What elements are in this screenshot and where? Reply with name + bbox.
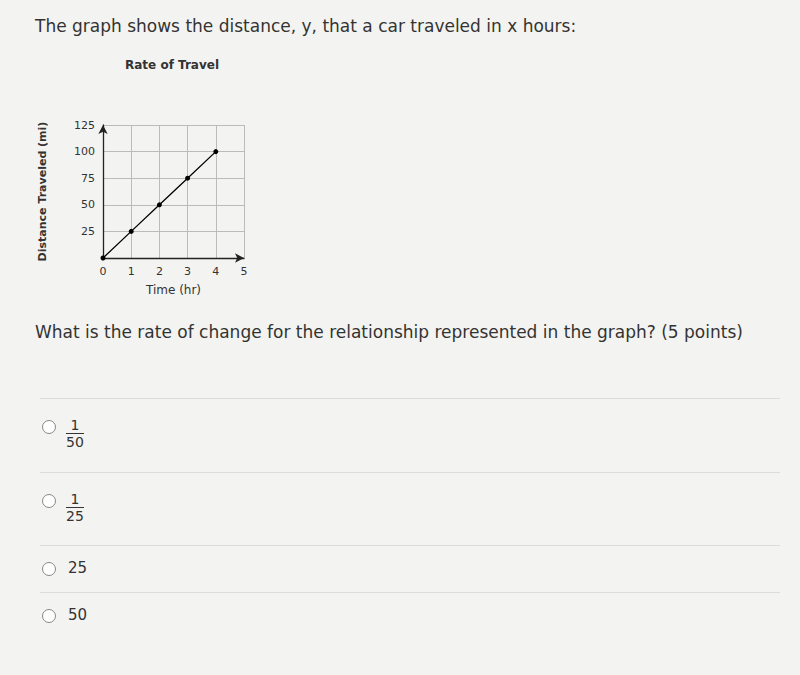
svg-text:1: 1 <box>128 265 135 278</box>
svg-text:3: 3 <box>184 265 191 278</box>
html-text:1: 1 <box>70 417 80 433</box>
html-text:25: 25 <box>66 508 84 524</box>
svg-text:125: 125 <box>74 119 95 132</box>
svg-text:4: 4 <box>212 265 219 278</box>
svg-text:Distance Traveled (mi): Distance Traveled (mi) <box>36 122 49 262</box>
html-text:1: 1 <box>70 491 80 507</box>
html-text:What is the rate of change for: What is the rate of change for the relat… <box>35 322 743 342</box>
html-text:50: 50 <box>66 434 84 450</box>
svg-text:25: 25 <box>81 225 95 238</box>
svg-text:Rate of Travel: Rate of Travel <box>125 58 219 72</box>
html-text:50: 50 <box>68 606 88 624</box>
svg-text:0: 0 <box>100 265 107 278</box>
svg-text:2: 2 <box>156 265 163 278</box>
svg-text:75: 75 <box>81 172 95 185</box>
html-text:The graph shows the distance,: The graph shows the distance, y, that a … <box>35 16 577 36</box>
html-text:25: 25 <box>68 559 88 577</box>
svg-text:5: 5 <box>241 265 248 278</box>
svg-text:50: 50 <box>81 198 95 211</box>
svg-text:Time (hr): Time (hr) <box>145 283 201 297</box>
svg-text:100: 100 <box>74 145 95 158</box>
